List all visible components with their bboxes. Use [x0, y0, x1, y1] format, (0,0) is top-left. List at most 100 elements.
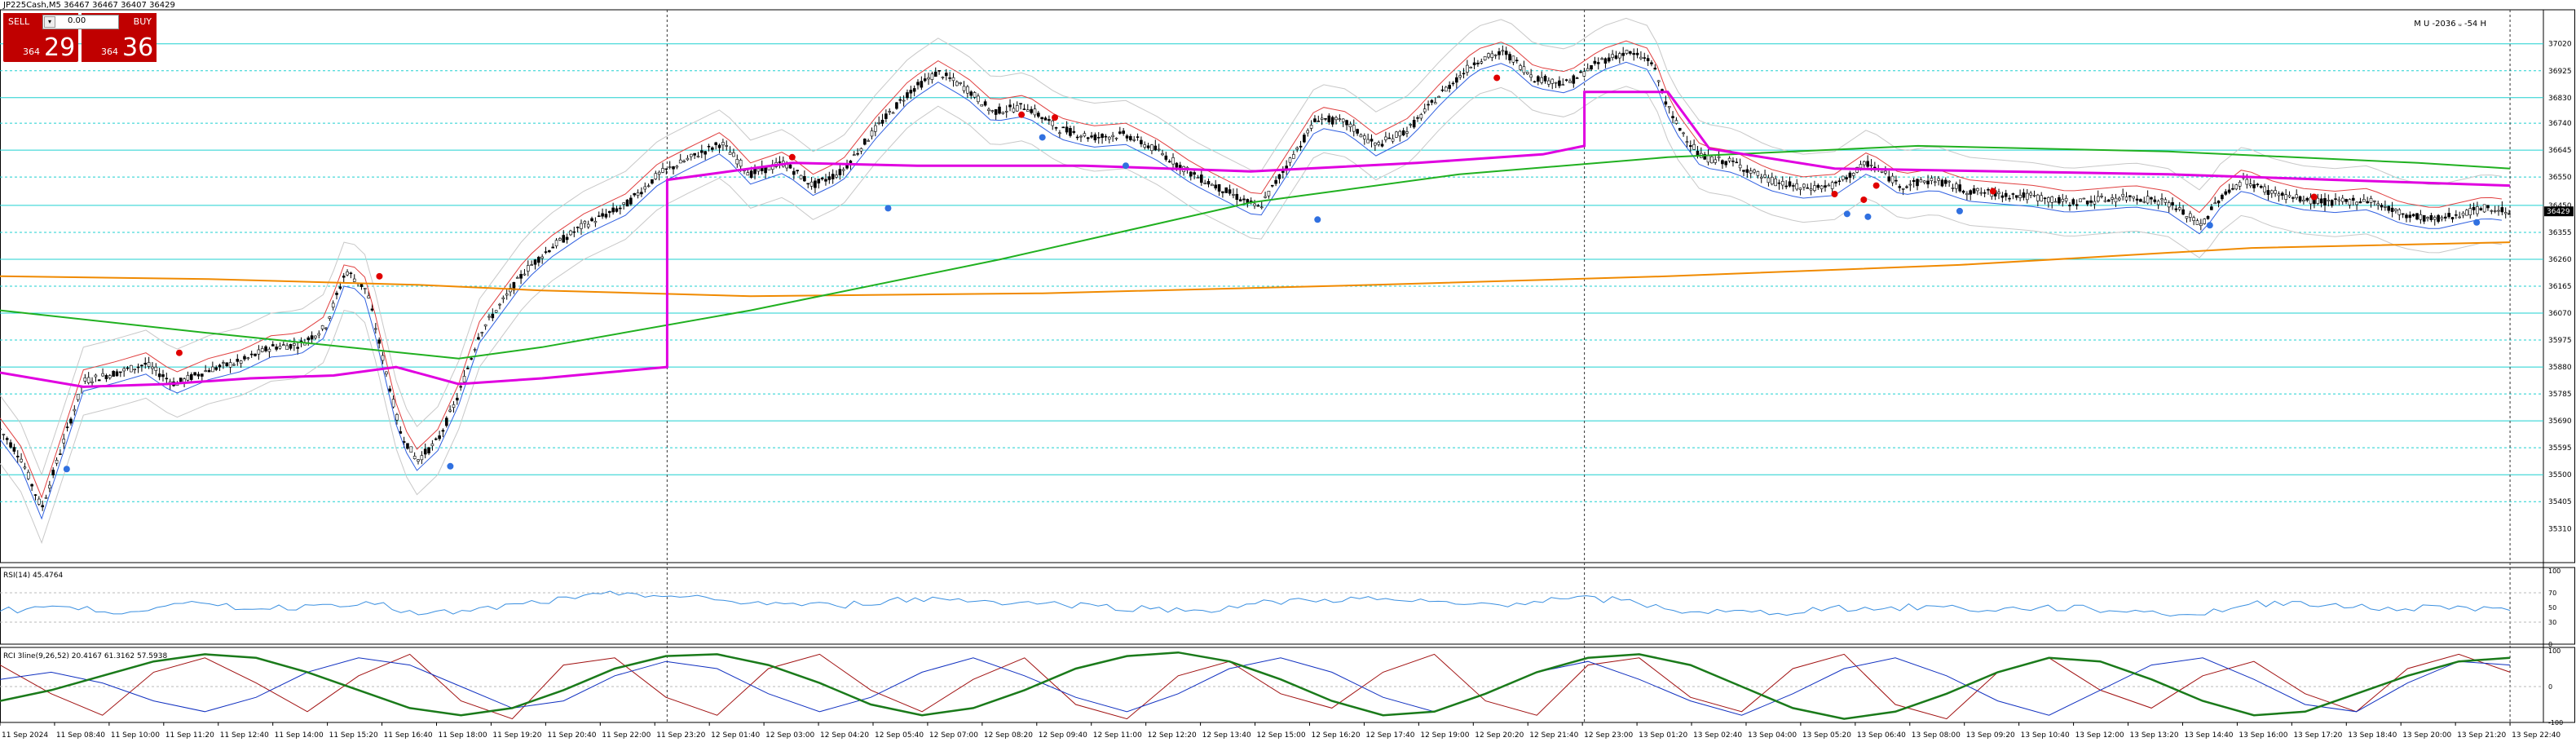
candle-body — [1976, 188, 1979, 192]
candle-body — [2447, 213, 2450, 218]
candle-body — [1515, 60, 1519, 62]
candle-body — [2185, 216, 2189, 219]
candle-body — [1466, 64, 1469, 73]
candle-body — [583, 221, 587, 224]
candle-body — [817, 179, 821, 183]
candle-body — [1136, 136, 1140, 138]
x-tick-label: 11 Sep 23:20 — [656, 731, 705, 740]
y-tick-label: 35785 — [2548, 391, 2572, 399]
buy-price-small: 364 — [101, 46, 118, 57]
candle-body — [2351, 197, 2355, 201]
symbol-label: JP225Cash,M5 — [3, 1, 61, 10]
candle-body — [1508, 54, 1511, 60]
candle-body — [1175, 162, 1179, 168]
lot-dropdown-icon[interactable]: ▾ — [44, 16, 55, 28]
x-tick-label: 12 Sep 05:40 — [875, 731, 924, 740]
candle-body — [1890, 175, 1895, 183]
candle-body — [459, 386, 462, 388]
candle-body — [1146, 145, 1150, 148]
candle-body — [1075, 136, 1079, 139]
candle-body — [686, 157, 690, 161]
candle-body — [633, 192, 637, 196]
candle-body — [349, 272, 353, 275]
candle-body — [1678, 127, 1682, 131]
candle-body — [1327, 115, 1331, 122]
y-tick-label: 36830 — [2548, 95, 2572, 103]
candle-body — [2390, 207, 2394, 212]
candle-body — [930, 73, 934, 80]
y-tick-label: 36070 — [2548, 310, 2572, 318]
candle-body — [593, 221, 598, 223]
candle-body — [101, 373, 104, 377]
candle-body — [367, 295, 370, 298]
candle-body — [1200, 174, 1203, 183]
candle-body — [1643, 57, 1647, 59]
rsi-tick-label: 30 — [2548, 619, 2556, 626]
candle-body — [1320, 117, 1324, 120]
x-tick-label: 12 Sep 11:00 — [1093, 731, 1142, 740]
candle-body — [1848, 172, 1852, 178]
candle-body — [1614, 55, 1618, 60]
candle-body — [1895, 179, 1898, 182]
y-tick-label: 36925 — [2548, 68, 2572, 76]
candle-body — [1338, 118, 1342, 120]
candle-body — [97, 379, 101, 382]
candle-body — [1040, 117, 1043, 120]
candle-body — [1324, 118, 1327, 120]
candle-body — [1965, 193, 1969, 196]
x-tick-label: 13 Sep 21:20 — [2457, 731, 2506, 740]
candle-body — [1650, 62, 1653, 64]
candle-body — [26, 471, 30, 479]
candle-body — [1366, 139, 1370, 144]
candle-body — [1079, 135, 1083, 138]
candle-body — [1745, 169, 1749, 173]
candle-body — [714, 142, 718, 145]
candle-body — [487, 316, 491, 318]
y-tick-label: 35975 — [2548, 337, 2572, 345]
candle-body — [1834, 181, 1837, 183]
candle-body — [2139, 199, 2142, 202]
candle-body — [2263, 186, 2266, 192]
candle-body — [1048, 119, 1051, 121]
candle-body — [395, 414, 399, 421]
candle-body — [966, 86, 969, 94]
candle-body — [420, 455, 424, 461]
candle-body — [115, 371, 119, 377]
candle-body — [1423, 108, 1427, 113]
sell-button[interactable]: SELL 364 29 — [3, 13, 78, 62]
lot-size-input[interactable]: ▾ 0.00 — [42, 15, 119, 29]
candle-body — [33, 494, 37, 496]
candle-body — [2259, 186, 2263, 188]
candle-body — [2050, 197, 2054, 203]
candle-body — [2106, 199, 2111, 202]
candle-body — [2188, 213, 2192, 218]
candle-body — [994, 109, 998, 115]
candle-body — [2411, 214, 2415, 217]
candle-body — [1161, 153, 1164, 156]
candle-body — [165, 378, 169, 380]
candle-body — [41, 505, 44, 508]
corner-status: M U -2036 ᵤ -54 H — [2414, 20, 2486, 29]
signal-buy-dot — [1843, 210, 1850, 218]
candle-body — [1196, 177, 1200, 179]
candle-body — [480, 332, 484, 333]
candle-body — [951, 77, 955, 82]
candle-body — [2362, 199, 2366, 202]
candle-body — [2298, 196, 2302, 202]
rci-line-rci-26 — [0, 657, 2511, 716]
buy-button[interactable]: BUY 364 36 — [82, 13, 157, 62]
candle-body — [1944, 179, 1947, 184]
candle-body — [377, 339, 381, 344]
rsi-line — [0, 590, 2511, 617]
candle-body — [1313, 118, 1317, 122]
candle-body — [2444, 216, 2447, 219]
candle-body — [2327, 200, 2331, 201]
rci-tick-label: 0 — [2548, 683, 2552, 691]
candle-body — [232, 364, 236, 366]
candle-body — [2387, 205, 2391, 211]
candle-body — [1727, 157, 1731, 161]
x-tick-label: 11 Sep 15:20 — [329, 731, 378, 740]
candle-body — [1841, 175, 1845, 180]
candle-body — [1926, 180, 1930, 185]
